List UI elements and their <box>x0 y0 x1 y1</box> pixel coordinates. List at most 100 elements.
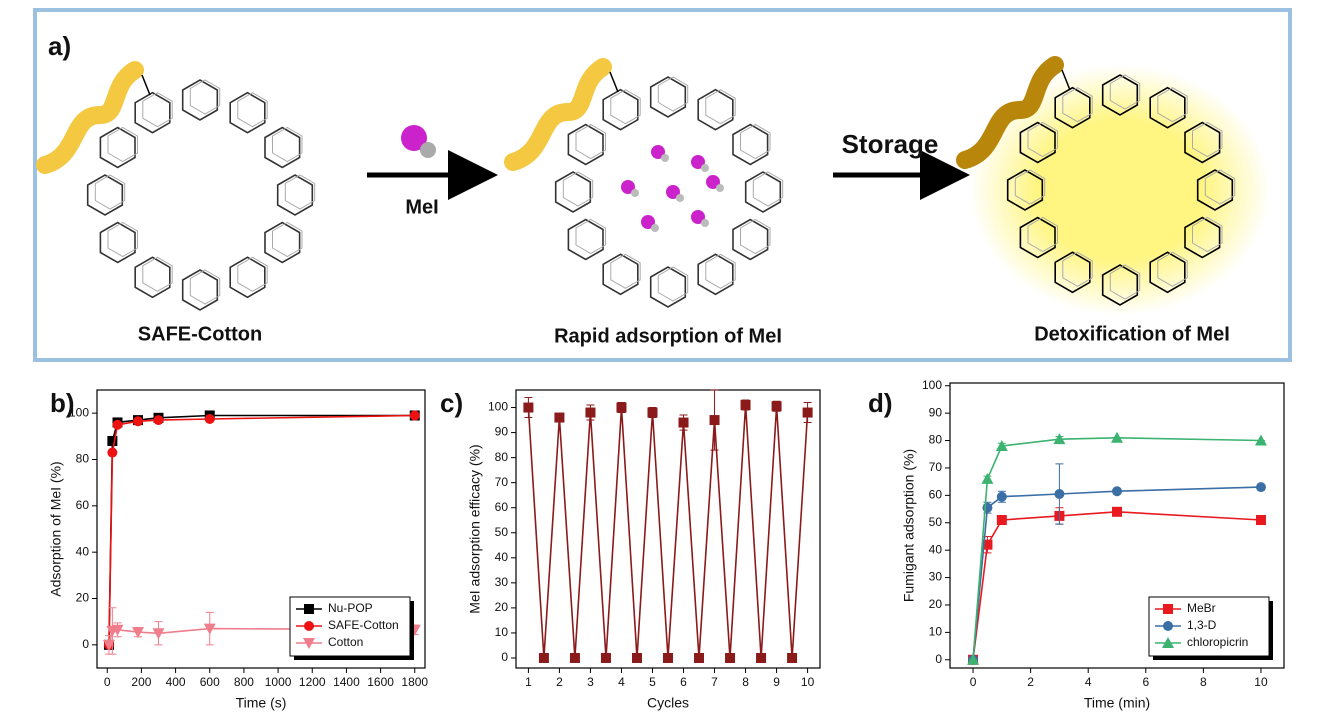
molecule <box>651 224 659 232</box>
ring <box>705 253 736 289</box>
marker <box>694 652 705 663</box>
bond <box>609 71 619 93</box>
marker <box>631 652 642 663</box>
panel-label: c) <box>440 388 463 418</box>
y-tick-label: 60 <box>929 488 943 502</box>
ring <box>94 174 126 210</box>
x-tick-label: 1 <box>525 675 532 689</box>
legend-label: MeBr <box>1187 601 1216 615</box>
ring <box>181 269 219 311</box>
x-axis-label: Time (s) <box>236 695 287 711</box>
marker <box>709 415 720 426</box>
ring <box>99 126 136 169</box>
y-tick-label: 0 <box>501 650 508 664</box>
marker <box>981 472 994 484</box>
marker <box>1163 621 1173 631</box>
y-tick-label: 40 <box>495 550 509 564</box>
ring <box>1109 74 1141 110</box>
x-tick-label: 1600 <box>367 675 394 689</box>
x-tick-label: 0 <box>970 675 977 689</box>
x-tick-label: 1000 <box>265 675 292 689</box>
marker <box>569 652 580 663</box>
panel-label: d) <box>868 388 893 418</box>
x-tick-label: 2 <box>1027 675 1034 689</box>
ring <box>107 126 138 163</box>
y-tick-label: 0 <box>82 637 89 651</box>
ring <box>740 123 771 160</box>
marker <box>756 652 767 663</box>
ring <box>575 218 606 255</box>
marker <box>995 440 1008 452</box>
x-tick-label: 400 <box>166 675 186 689</box>
marker <box>554 412 565 423</box>
y-axis-label: Adsorption of MeI (%) <box>48 461 64 596</box>
marker <box>1254 434 1267 446</box>
marker <box>111 624 124 636</box>
ring <box>1192 121 1223 158</box>
ring <box>1062 87 1093 123</box>
arrow-label: Storage <box>842 129 939 159</box>
marker <box>678 417 689 428</box>
ring <box>1054 86 1091 129</box>
marker <box>107 447 118 458</box>
ring <box>657 76 689 112</box>
plot-frame <box>949 382 1285 669</box>
x-tick-label: 10 <box>801 675 815 689</box>
legend-label: Cotton <box>328 635 363 649</box>
marker <box>153 415 164 426</box>
fiber <box>956 56 1064 169</box>
y-tick-label: 100 <box>69 405 89 419</box>
molecule <box>651 145 665 159</box>
caption: Detoxification of MeI <box>1034 323 1230 345</box>
y-axis-label: Fumigant adsorption (%) <box>901 449 917 602</box>
ring <box>1006 169 1044 211</box>
y-tick-label: 50 <box>495 525 509 539</box>
marker <box>982 539 993 550</box>
y-tick-label: 90 <box>929 405 943 419</box>
ring <box>276 174 314 216</box>
x-axis-label: Cycles <box>647 695 689 711</box>
y-tick-label: 50 <box>929 515 943 529</box>
ring <box>264 126 301 169</box>
y-tick-label: 60 <box>76 498 90 512</box>
x-tick-label: 3 <box>587 675 594 689</box>
marker <box>538 652 549 663</box>
molecule <box>631 189 639 197</box>
ring <box>1184 121 1221 164</box>
ring <box>697 253 734 296</box>
diagram <box>36 56 1270 315</box>
ring <box>554 171 592 213</box>
legend-label: 1,3-D <box>1187 618 1217 632</box>
bond <box>1061 69 1071 91</box>
marker <box>967 653 980 665</box>
ring <box>264 221 301 264</box>
marker <box>996 491 1007 502</box>
panel-label: a) <box>48 31 71 61</box>
marker <box>1111 431 1123 443</box>
ring <box>1192 216 1223 253</box>
ring <box>189 79 221 115</box>
molecule <box>666 185 680 199</box>
y-tick-label: 100 <box>922 378 942 392</box>
ring <box>1204 169 1236 205</box>
molecule <box>691 155 705 169</box>
ring <box>567 218 604 261</box>
y-tick-label: 80 <box>76 452 90 466</box>
x-tick-label: 7 <box>711 675 718 689</box>
ring <box>1149 86 1186 129</box>
ring <box>1014 169 1046 205</box>
x-tick-label: 9 <box>773 675 780 689</box>
y-tick-label: 90 <box>495 425 509 439</box>
marker <box>203 623 216 635</box>
molecule <box>676 194 684 202</box>
marker <box>1112 486 1122 497</box>
marker <box>725 652 736 663</box>
marker <box>585 407 596 418</box>
marker <box>982 502 993 513</box>
x-tick-label: 6 <box>680 675 687 689</box>
marker <box>132 627 144 639</box>
marker <box>133 416 143 427</box>
ring <box>744 171 782 213</box>
ring <box>575 123 606 160</box>
